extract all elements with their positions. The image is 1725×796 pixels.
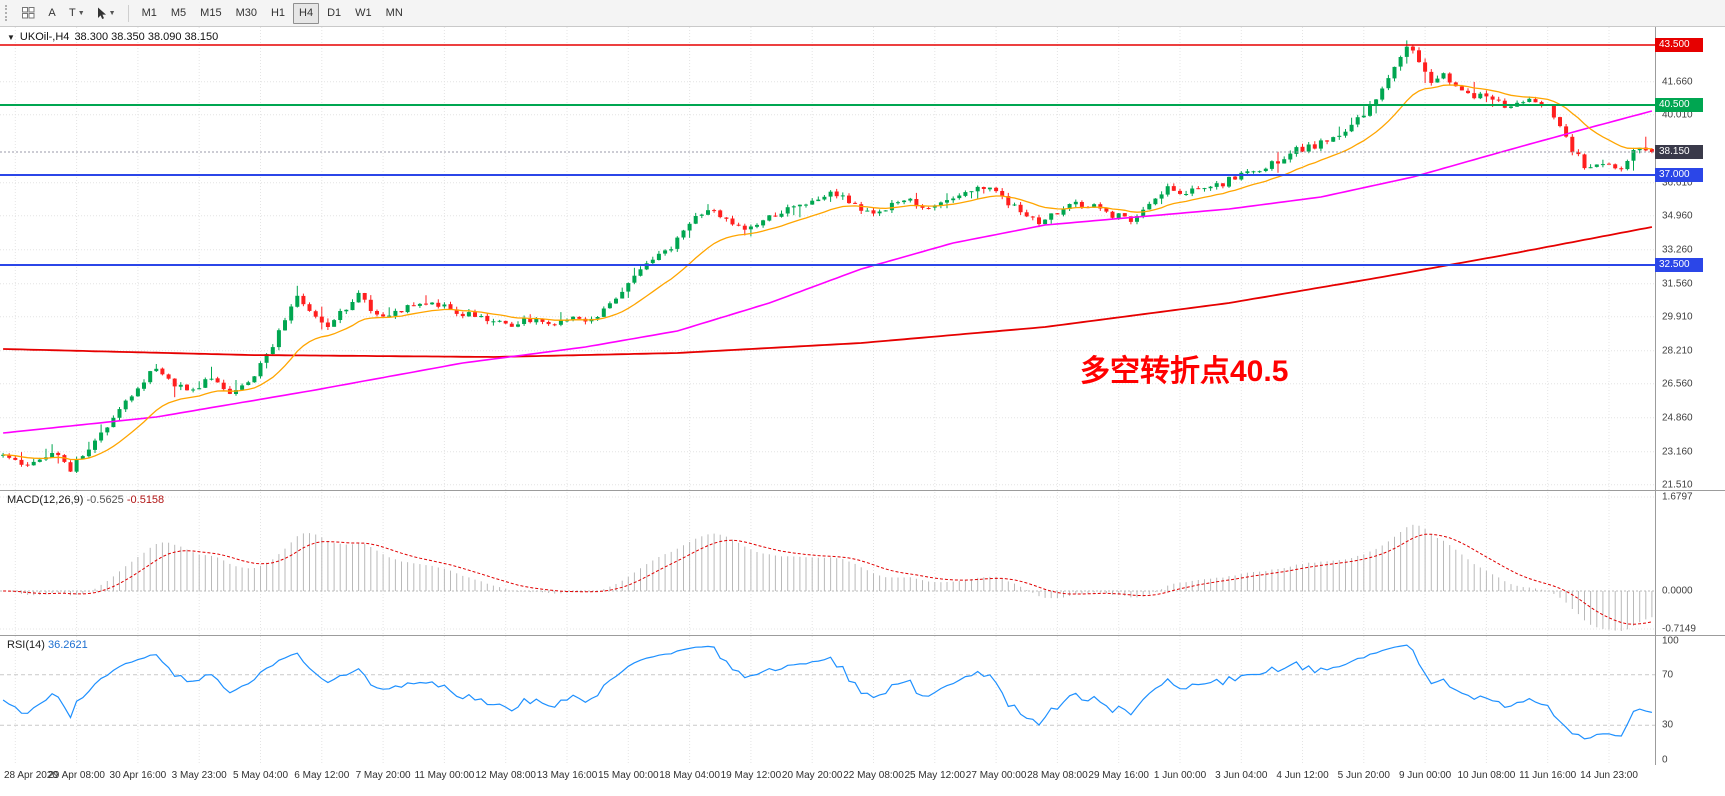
rsi-scale-label: 100 bbox=[1662, 635, 1679, 647]
price-badge-40.500: 40.500 bbox=[1655, 98, 1703, 112]
cursor-icon bbox=[97, 7, 106, 19]
price-badge-43.500: 43.500 bbox=[1655, 38, 1703, 52]
text-tool-label: T bbox=[69, 7, 76, 19]
price-scale-label: 24.860 bbox=[1662, 412, 1693, 424]
timeframe-button-h1[interactable]: H1 bbox=[265, 3, 291, 24]
macd-panel-plot[interactable] bbox=[0, 490, 1655, 635]
time-axis-label: 19 May 12:00 bbox=[720, 770, 782, 781]
price-scale-label: 40.010 bbox=[1662, 109, 1693, 121]
toolbar-grip[interactable] bbox=[5, 5, 11, 21]
time-axis-label: 13 May 16:00 bbox=[536, 770, 598, 781]
time-axis-label: 29 Apr 08:00 bbox=[48, 770, 105, 781]
rsi-scale-label: 30 bbox=[1662, 719, 1674, 731]
price-scale[interactable]: 41.660 40.010 36.610 34.960 33.260 31.560 29.9… bbox=[1655, 0, 1725, 766]
rsi-panel-label: RSI(14) 36.2621 bbox=[7, 639, 88, 651]
symbol-ohlc: 38.300 38.350 38.090 38.150 bbox=[74, 31, 219, 43]
price-scale-label: 28.210 bbox=[1662, 345, 1693, 357]
main-chart-plot[interactable] bbox=[0, 27, 1655, 490]
price-scale-label: 36.610 bbox=[1662, 177, 1693, 189]
time-axis-label: 6 May 12:00 bbox=[294, 770, 350, 781]
macd-label: MACD(12,26,9) bbox=[7, 494, 84, 506]
time-axis-label: 30 Apr 16:00 bbox=[109, 770, 167, 781]
chevron-down-icon: ▼ bbox=[108, 9, 116, 17]
timeframe-button-m1[interactable]: M1 bbox=[136, 3, 163, 24]
time-axis-label: 11 Jun 16:00 bbox=[1519, 770, 1577, 781]
time-axis-label: 3 May 23:00 bbox=[171, 770, 227, 781]
time-axis-label: 1 Jun 00:00 bbox=[1153, 770, 1207, 781]
price-badge-32.500: 32.500 bbox=[1655, 258, 1703, 272]
timeframe-button-mn[interactable]: MN bbox=[380, 3, 409, 24]
symbol-name: UKOil-,H4 bbox=[19, 31, 70, 43]
rsi-panel-plot[interactable] bbox=[0, 635, 1655, 765]
timeframe-button-w1[interactable]: W1 bbox=[349, 3, 378, 24]
macd-panel-label: MACD(12,26,9) -0.5625 -0.5158 bbox=[7, 494, 164, 506]
time-axis-label: 15 May 00:00 bbox=[597, 770, 659, 781]
symbol-dropdown-icon: ▼ bbox=[7, 32, 15, 42]
macd-scale-label: 0.0000 bbox=[1662, 585, 1693, 597]
chart-annotation[interactable]: 多空转折点40.5 bbox=[1080, 355, 1289, 388]
price-scale-label: 23.160 bbox=[1662, 446, 1693, 458]
price-scale-label: 41.660 bbox=[1662, 76, 1693, 88]
macd-main-value: -0.5625 bbox=[86, 494, 124, 506]
toolbar-separator bbox=[127, 4, 129, 22]
chart-grid-icon bbox=[22, 7, 35, 19]
macd-signal-value: -0.5158 bbox=[126, 494, 165, 506]
price-scale-label: 26.560 bbox=[1662, 378, 1693, 390]
time-axis-label: 12 May 08:00 bbox=[475, 770, 536, 781]
time-axis-label: 5 Jun 20:00 bbox=[1337, 770, 1390, 781]
rsi-label: RSI(14) bbox=[7, 639, 45, 651]
annotate-button-label: A bbox=[48, 7, 56, 19]
time-axis-label: 3 Jun 04:00 bbox=[1215, 770, 1268, 781]
price-badge-38.150: 38.150 bbox=[1655, 145, 1703, 159]
cursor-tool-button[interactable]: ▼ bbox=[91, 3, 122, 24]
macd-scale-label: -0.7149 bbox=[1662, 623, 1696, 635]
macd-scale-label: 1.6797 bbox=[1662, 491, 1693, 503]
time-axis-label: 25 May 12:00 bbox=[904, 770, 966, 781]
chart-grid-button[interactable] bbox=[16, 3, 41, 24]
price-scale-label: 31.560 bbox=[1662, 278, 1693, 290]
text-tool-button[interactable]: T ▼ bbox=[63, 3, 91, 24]
time-axis[interactable]: 28 Apr 2020 29 Apr 08:00 30 Apr 16:00 3 May… bbox=[0, 765, 1725, 796]
time-axis-label: 14 Jun 23:00 bbox=[1580, 770, 1638, 781]
timeframe-button-m5[interactable]: M5 bbox=[165, 3, 192, 24]
time-axis-label: 28 May 08:00 bbox=[1027, 770, 1088, 781]
time-axis-label: 29 May 16:00 bbox=[1088, 770, 1149, 781]
price-scale-label: 34.960 bbox=[1662, 210, 1693, 222]
time-axis-label: 27 May 00:00 bbox=[965, 770, 1027, 781]
toolbar: A T ▼ ▼ M1 M5 M15 M30 H1 H4 D1 W1 MN bbox=[0, 0, 1725, 27]
price-badge-37.000: 37.000 bbox=[1655, 168, 1703, 182]
time-axis-label: 5 May 04:00 bbox=[232, 770, 289, 781]
symbol-header: ▼ UKOil-,H4 38.300 38.350 38.090 38.150 bbox=[7, 31, 218, 43]
timeframe-button-m30[interactable]: M30 bbox=[230, 3, 263, 24]
rsi-scale-label: 70 bbox=[1662, 669, 1674, 681]
time-axis-label: 11 May 00:00 bbox=[414, 770, 475, 781]
price-scale-label: 29.910 bbox=[1662, 311, 1693, 323]
timeframe-button-h4[interactable]: H4 bbox=[293, 2, 320, 24]
timeframe-button-d1[interactable]: D1 bbox=[321, 3, 347, 24]
time-axis-label: 18 May 04:00 bbox=[659, 770, 720, 781]
chevron-down-icon: ▼ bbox=[77, 9, 85, 17]
time-axis-label: 20 May 20:00 bbox=[781, 770, 843, 781]
time-axis-label: 9 Jun 00:00 bbox=[1398, 770, 1452, 781]
timeframe-button-m15[interactable]: M15 bbox=[194, 3, 227, 24]
rsi-scale-label: 0 bbox=[1662, 754, 1668, 766]
time-axis-label: 10 Jun 08:00 bbox=[1457, 770, 1516, 781]
annotate-button[interactable]: A bbox=[41, 3, 63, 24]
price-scale-label: 33.260 bbox=[1662, 244, 1693, 256]
price-scale-label: 21.510 bbox=[1662, 479, 1693, 491]
time-axis-label: 7 May 20:00 bbox=[355, 770, 411, 781]
time-axis-label: 4 Jun 12:00 bbox=[1276, 770, 1329, 781]
time-axis-label: 22 May 08:00 bbox=[843, 770, 904, 781]
rsi-value: 36.2621 bbox=[47, 639, 88, 651]
time-axis-label: 28 Apr 2020 bbox=[4, 770, 58, 781]
